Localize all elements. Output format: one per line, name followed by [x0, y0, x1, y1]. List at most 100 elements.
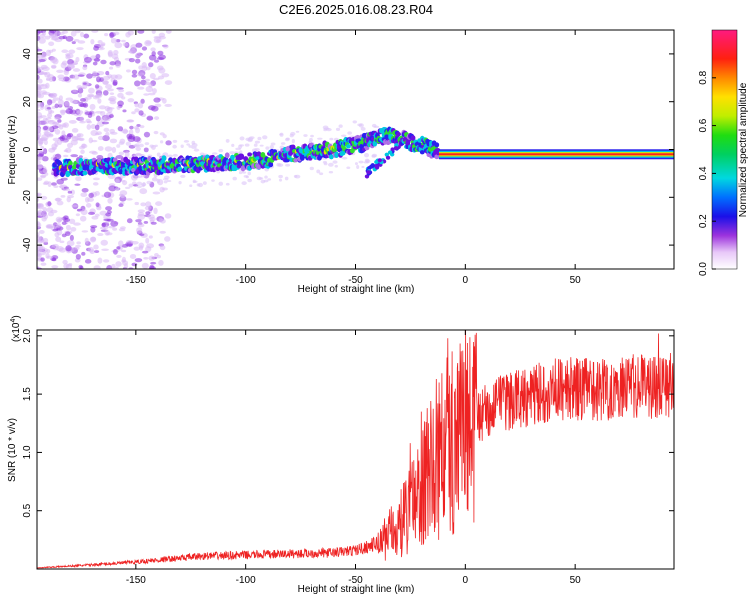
heatmap-cell — [126, 133, 133, 140]
heatmap-cell — [115, 63, 121, 68]
heatmap-cell — [62, 259, 68, 265]
heatmap-cell — [82, 82, 87, 85]
heatmap-cell — [191, 140, 196, 145]
heatmap-cell — [94, 250, 100, 253]
y-tick-label: 0.5 — [22, 503, 33, 517]
heatmap-cell — [76, 208, 82, 212]
heatmap-cell — [162, 44, 169, 49]
heatmap-cell — [135, 127, 140, 134]
heatmap-cell — [241, 181, 247, 186]
heatmap-cell — [81, 251, 86, 256]
heatmap-cell — [56, 246, 64, 252]
heatmap-cell — [137, 86, 145, 90]
heatmap-cell — [46, 78, 51, 82]
heatmap-cell — [162, 134, 167, 139]
heatmap-cell — [127, 119, 134, 123]
heatmap-cell — [112, 79, 118, 86]
heatmap-cell — [243, 174, 249, 178]
heatmap-cell — [384, 152, 390, 157]
heatmap-cell — [131, 73, 138, 78]
heatmap-cell — [95, 202, 100, 208]
y-tick-label: -20 — [22, 190, 33, 205]
x-tick-label: 50 — [570, 575, 582, 586]
spectrogram-panel: -150 -100 -50 0 50 -40 -20 0 20 40 Height of stra… — [7, 29, 675, 295]
heatmap-cell — [70, 189, 75, 195]
heatmap-cell — [92, 95, 100, 100]
heatmap-cell — [111, 146, 117, 153]
heatmap-cell — [251, 148, 258, 153]
x-tick-label: 0 — [463, 575, 469, 586]
heatmap-cell — [97, 135, 104, 141]
heatmap-cell — [159, 244, 166, 251]
heatmap-cell — [265, 146, 270, 150]
heatmap-cell — [39, 105, 45, 110]
heatmap-cell — [54, 140, 59, 148]
heatmap-cell — [48, 41, 55, 47]
heatmap-cell — [72, 74, 80, 80]
heatmap-cell — [45, 248, 51, 254]
heatmap-cell — [97, 257, 103, 264]
heatmap-cell — [419, 150, 425, 155]
heatmap-cell — [92, 182, 99, 186]
heatmap-cell — [40, 52, 47, 59]
heatmap-cell — [145, 201, 152, 208]
heatmap-cell — [188, 145, 193, 148]
heatmap-cell — [116, 87, 124, 90]
snr-panel: -150 -100 -50 0 50 0.5 1.0 1.5 2.0 Height of str… — [7, 315, 675, 595]
snr-exponent-label: (x104) — [10, 315, 22, 342]
heatmap-cell — [150, 47, 156, 52]
heatmap-cell — [49, 56, 58, 63]
heatmap-cell — [211, 179, 215, 182]
heatmap-cell — [37, 232, 40, 237]
snr-x-label: Height of straight line (km) — [298, 584, 415, 595]
heatmap-cell — [121, 249, 127, 253]
heatmap-cell — [102, 79, 109, 85]
heatmap-cell — [267, 178, 272, 181]
heatmap-cell — [193, 148, 200, 152]
heatmap-cell — [164, 213, 172, 219]
heatmap-cell — [97, 146, 104, 151]
heatmap-cell — [139, 233, 145, 237]
heatmap-cell — [225, 182, 230, 186]
heatmap-cell — [51, 258, 57, 262]
heatmap-cell — [74, 183, 81, 186]
heatmap-cell — [42, 207, 48, 213]
heatmap-cell — [316, 169, 321, 174]
heatmap-cell — [263, 179, 269, 183]
heatmap-cell — [122, 42, 128, 47]
heatmap-cell — [137, 223, 145, 228]
heatmap-cell — [224, 152, 230, 159]
heatmap-cell — [328, 171, 334, 174]
heatmap-cell — [136, 227, 143, 234]
heatmap-cell — [364, 158, 370, 163]
heatmap-cell — [69, 109, 77, 115]
heatmap-cell — [121, 256, 126, 263]
heatmap-cell — [338, 124, 343, 128]
heatmap-cell — [86, 124, 92, 130]
heatmap-cell — [328, 162, 334, 167]
x-tick-label: -150 — [126, 275, 146, 286]
heatmap-cell — [40, 262, 47, 266]
figure-title: C2E6.2025.016.08.23.R04 — [279, 2, 433, 17]
heatmap-cell — [37, 78, 43, 84]
heatmap-cell — [144, 205, 152, 211]
heatmap-cell — [322, 125, 329, 130]
heatmap-cell — [86, 73, 93, 79]
heatmap-cell — [40, 195, 48, 200]
heatmap-cell — [285, 137, 290, 141]
heatmap-cell — [54, 232, 60, 238]
heatmap-cell — [57, 74, 65, 79]
heatmap-cell — [162, 97, 167, 104]
heatmap-cell — [289, 133, 294, 138]
heatmap-cell — [82, 170, 88, 176]
heatmap-cell — [101, 248, 109, 251]
heatmap-cell — [140, 202, 147, 207]
heatmap-cell — [37, 66, 44, 71]
heatmap-cell — [113, 31, 120, 36]
heatmap-cell — [202, 181, 207, 185]
heatmap-cell — [94, 84, 100, 89]
heatmap-cell — [164, 236, 171, 242]
heatmap-cell — [47, 201, 52, 207]
